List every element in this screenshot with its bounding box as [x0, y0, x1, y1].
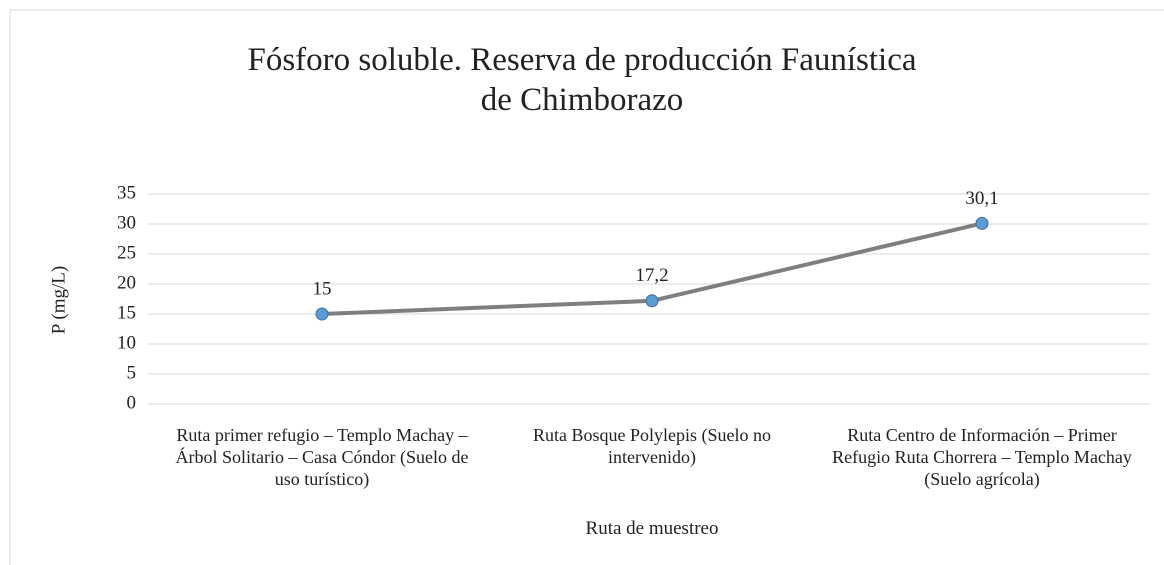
y-tick-label: 0 [127, 392, 137, 413]
chart-title: Fósforo soluble. Reserva de producción F… [247, 42, 917, 118]
marker [975, 216, 989, 230]
x-tick-label: Ruta primer refugio – Templo Machay – Ár… [175, 425, 469, 489]
data-label: 17,2 [635, 265, 668, 286]
y-tick-label: 5 [127, 362, 137, 383]
x-tick-label: Ruta Bosque Polylepis (Suelo no interven… [533, 425, 771, 467]
x-tick-label: Ruta Centro de Información – Primer Refu… [832, 425, 1132, 489]
marker [315, 307, 329, 321]
data-label: 15 [313, 278, 332, 299]
chart-border [9, 9, 1164, 565]
y-tick-label: 25 [117, 242, 136, 263]
y-tick-label: 20 [117, 272, 136, 293]
y-tick-label: 10 [117, 332, 136, 353]
marker [645, 294, 659, 308]
y-tick-label: 30 [117, 212, 136, 233]
y-tick-label: 35 [117, 182, 136, 203]
data-label: 30,1 [965, 188, 998, 209]
x-axis-label: Ruta de muestreo [585, 518, 719, 539]
y-axis-label: P (mg/L) [48, 266, 69, 334]
y-tick-label: 15 [117, 302, 136, 323]
